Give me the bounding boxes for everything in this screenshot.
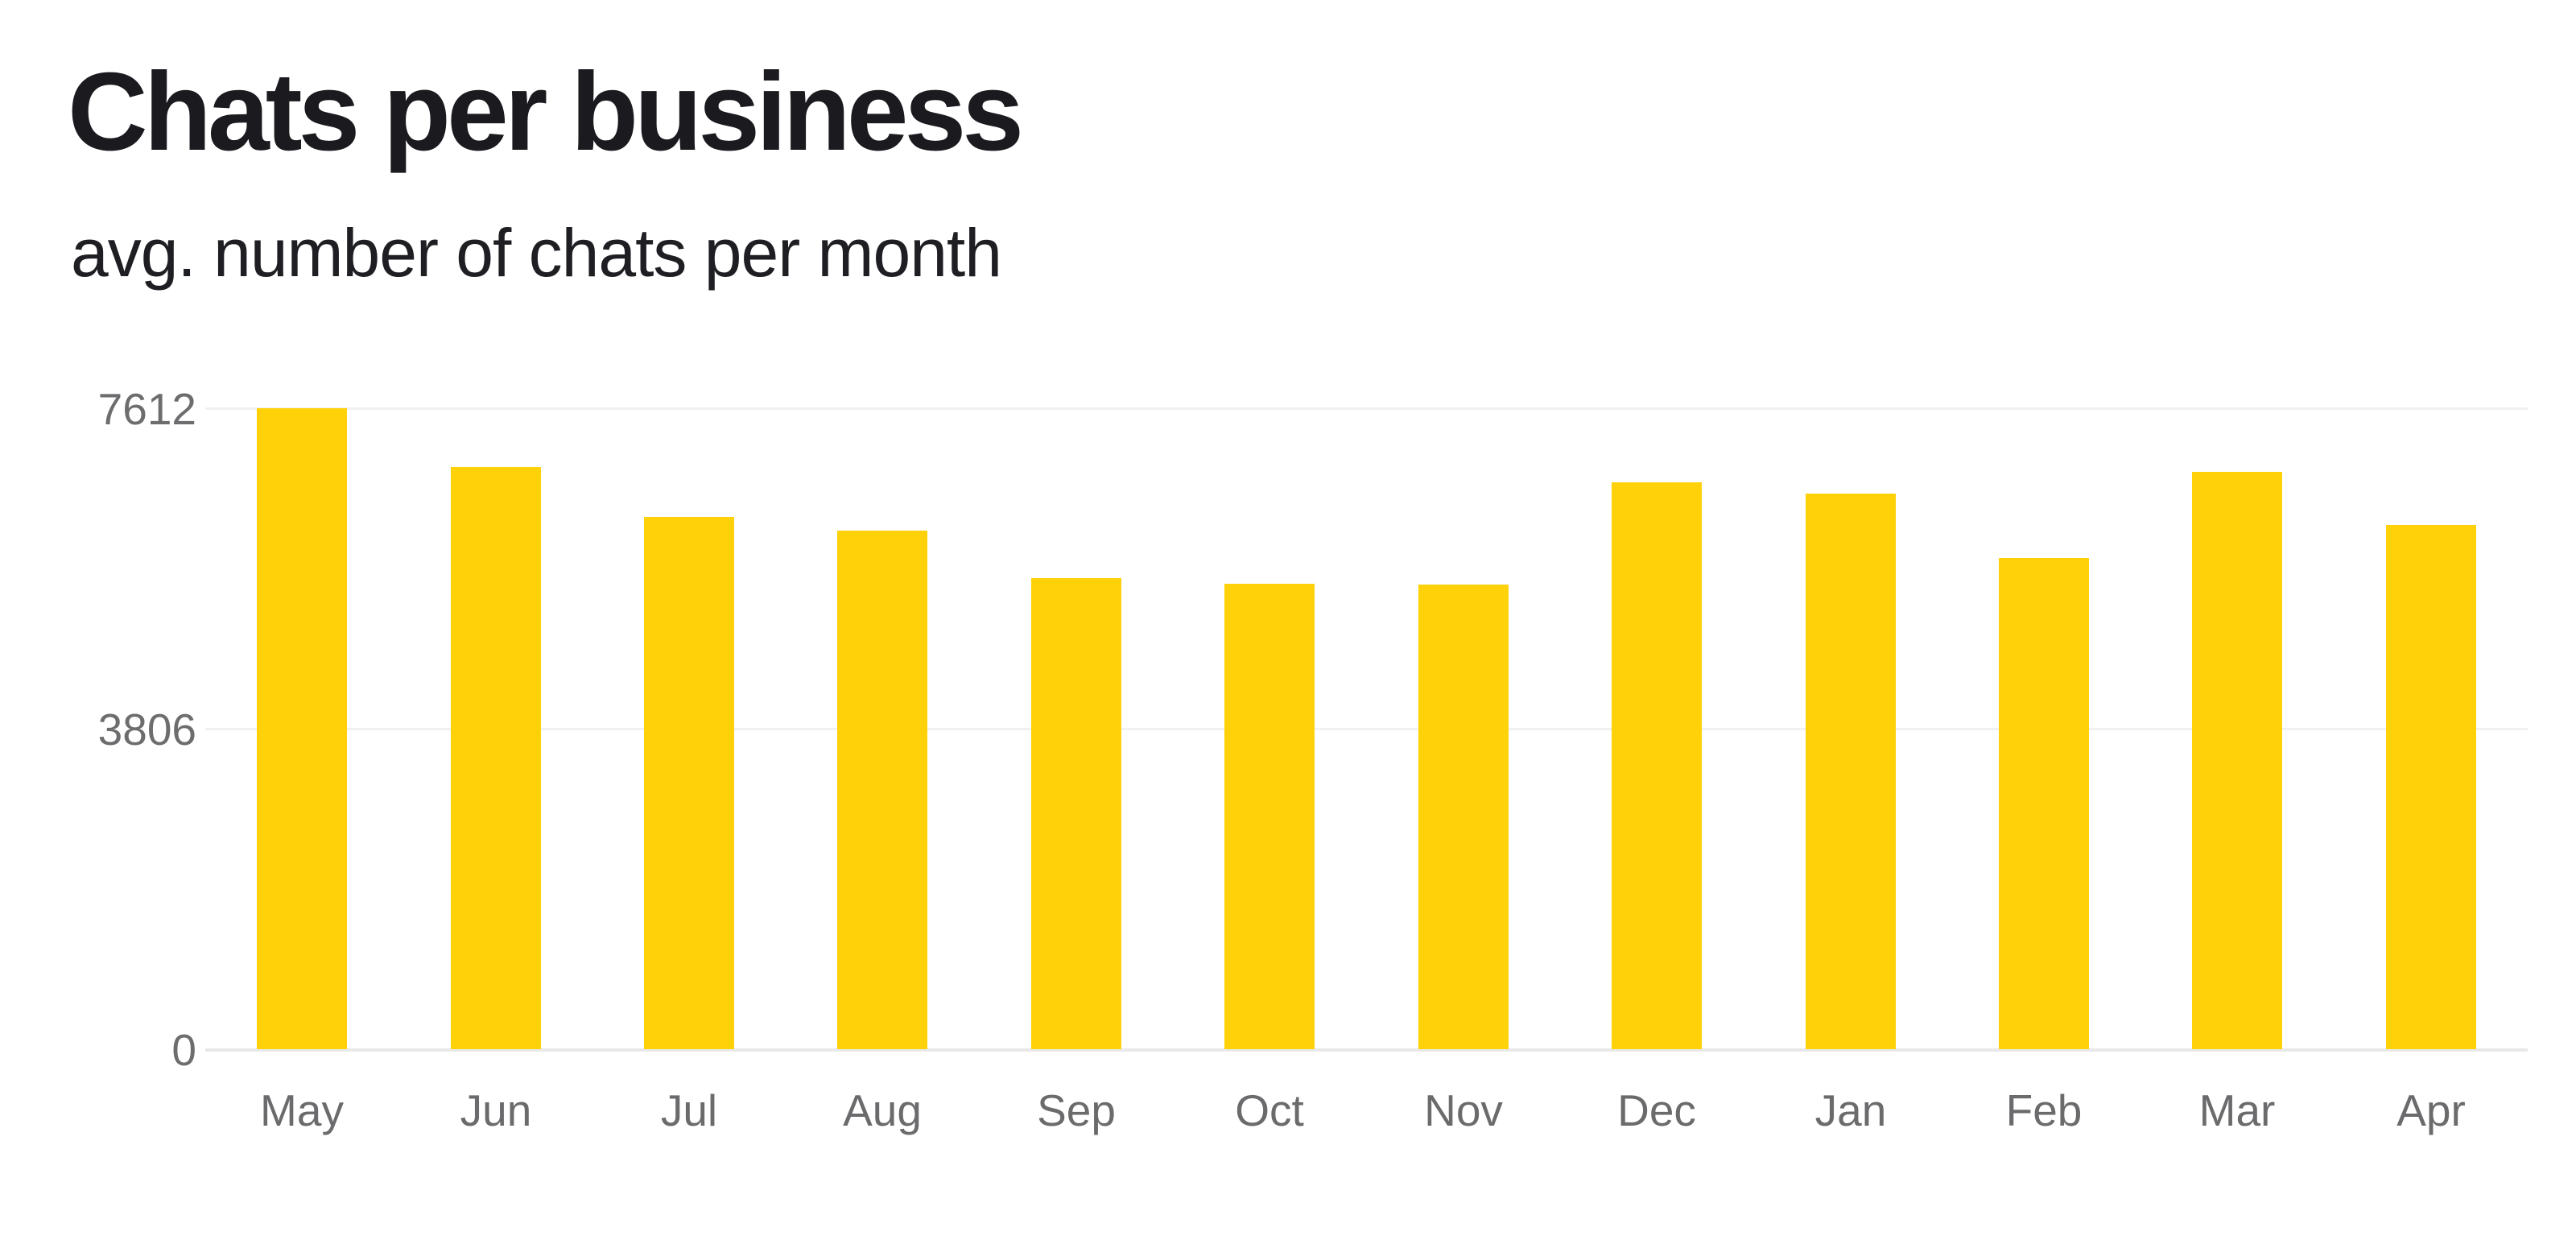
bar-mar [2192, 472, 2282, 1049]
x-axis-label-oct: Oct [1235, 1085, 1304, 1135]
bar-jul [644, 517, 734, 1049]
gridline-7612 [205, 407, 2528, 410]
x-axis-label-jan: Jan [1814, 1085, 1887, 1135]
x-axis-label-sep: Sep [1037, 1085, 1116, 1135]
x-axis-label-mar: Mar [2198, 1085, 2276, 1135]
x-axis-label-jun: Jun [460, 1085, 532, 1135]
x-axis-label-apr: Apr [2396, 1085, 2466, 1135]
x-axis-label-may: May [260, 1085, 344, 1135]
bar-jan [1806, 494, 1896, 1049]
bar-may [257, 408, 347, 1049]
y-axis-tick-0: 0 [171, 1025, 196, 1075]
x-axis-label-aug: Aug [843, 1085, 922, 1135]
x-axis-line [205, 1048, 2528, 1052]
bar-apr [2386, 525, 2476, 1049]
y-axis-tick-7612: 7612 [97, 384, 196, 434]
bar-oct [1224, 584, 1315, 1049]
x-axis-label-feb: Feb [2005, 1085, 2083, 1135]
bar-jun [451, 467, 541, 1049]
bar-dec [1612, 482, 1702, 1049]
bar-aug [837, 531, 927, 1049]
x-axis-label-jul: Jul [660, 1085, 718, 1135]
chart-title: Chats per business [68, 50, 1024, 174]
x-axis-label-nov: Nov [1424, 1085, 1503, 1135]
bar-sep [1031, 578, 1121, 1049]
bar-feb [1999, 558, 2089, 1049]
y-axis-tick-3806: 3806 [97, 705, 196, 754]
bar-nov [1418, 585, 1509, 1049]
chart-subtitle: avg. number of chats per month [71, 215, 1002, 291]
gridline-3806 [205, 728, 2528, 730]
x-axis-label-dec: Dec [1617, 1085, 1696, 1135]
